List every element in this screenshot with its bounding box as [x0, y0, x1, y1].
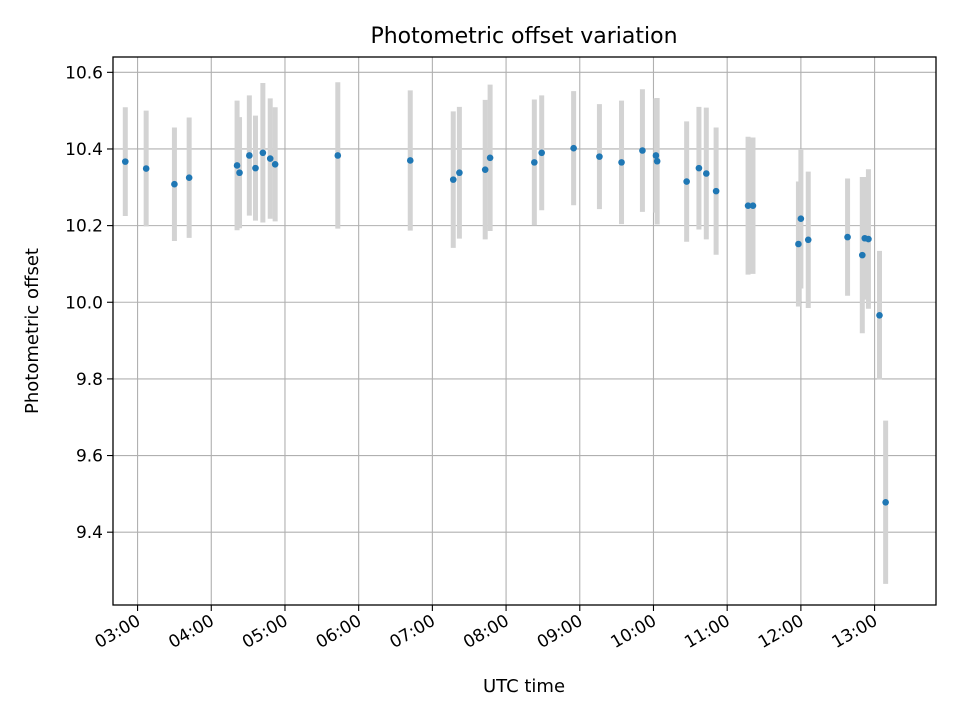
y-axis-ticks: 9.4 9.6 9.8 10.0 10.2 10.4 10.6 [65, 63, 113, 543]
data-point [456, 169, 463, 177]
data-point [844, 233, 851, 241]
data-point [531, 159, 538, 166]
grid [113, 57, 936, 605]
data-point [406, 157, 414, 164]
data-point [618, 159, 625, 166]
data-point [233, 162, 241, 169]
data-point [702, 170, 710, 177]
y-tick-label: 9.4 [76, 523, 103, 543]
data-point [683, 178, 690, 185]
data-point [653, 157, 661, 165]
data-point [749, 202, 757, 209]
data-point [797, 215, 805, 223]
y-tick-label: 10.2 [65, 217, 103, 237]
data-point [486, 154, 494, 162]
data-point [538, 149, 545, 157]
plot-frame [112, 56, 937, 606]
data-point [795, 240, 802, 248]
y-tick-label: 10.6 [65, 63, 103, 83]
y-tick-label: 9.8 [76, 370, 103, 390]
y-tick-label: 10.0 [65, 293, 103, 313]
data-point [246, 152, 253, 159]
data-point [744, 202, 752, 209]
data-point [570, 144, 577, 152]
data-point [449, 176, 457, 183]
data-point [695, 164, 703, 172]
data-point [259, 149, 267, 157]
data-point [882, 498, 889, 506]
data-point [236, 169, 243, 177]
data-points [121, 144, 889, 506]
data-point [804, 236, 812, 244]
data-point [334, 152, 342, 159]
data-point [121, 158, 129, 165]
data-point [596, 153, 603, 160]
data-point [266, 155, 274, 162]
data-point [142, 165, 150, 172]
data-point [271, 161, 279, 168]
y-axis-label: Photometric offset [22, 248, 43, 414]
data-point [481, 166, 489, 173]
y-tick-label: 9.6 [76, 447, 103, 467]
data-point [185, 174, 193, 182]
data-point [865, 235, 872, 243]
y-tick-label: 10.4 [65, 140, 103, 160]
data-point [252, 164, 259, 172]
data-point [858, 251, 866, 259]
data-point [652, 152, 660, 159]
x-axis-label: UTC time [483, 676, 565, 697]
data-point [876, 311, 883, 319]
data-point [712, 187, 720, 195]
chart-title: Photometric offset variation [370, 24, 677, 49]
data-point [171, 180, 178, 188]
data-point [639, 147, 646, 154]
